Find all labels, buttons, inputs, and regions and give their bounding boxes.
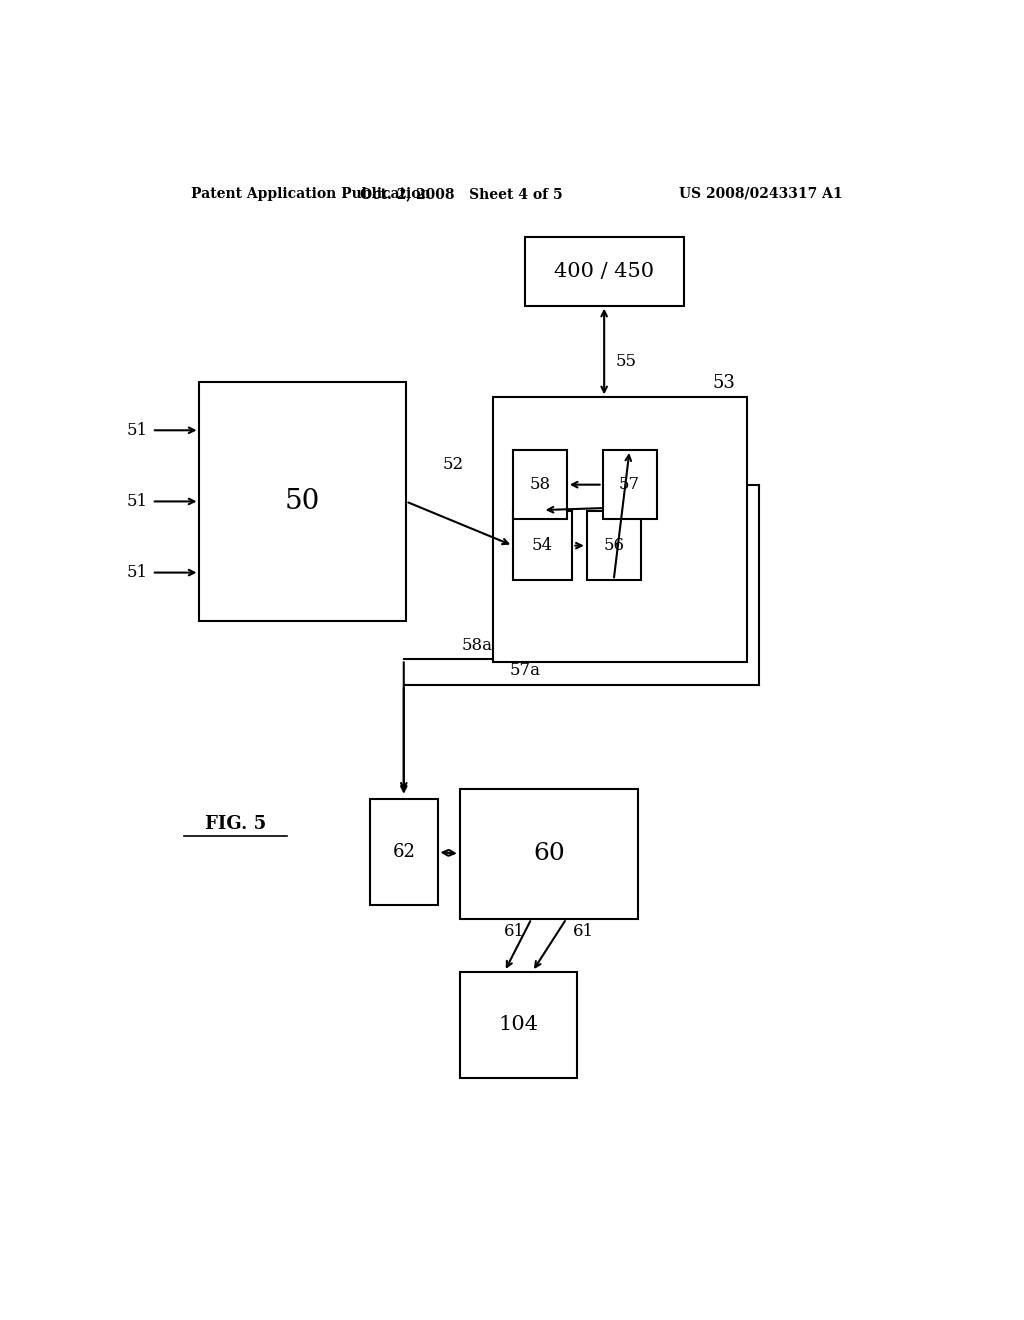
Text: 51: 51 [127, 422, 147, 438]
Text: 51: 51 [127, 564, 147, 581]
Text: US 2008/0243317 A1: US 2008/0243317 A1 [679, 187, 842, 201]
Text: 58: 58 [529, 477, 551, 494]
Text: 62: 62 [392, 843, 415, 861]
Text: 52: 52 [442, 457, 464, 474]
FancyBboxPatch shape [494, 397, 748, 661]
Text: 58a: 58a [462, 638, 493, 655]
FancyBboxPatch shape [513, 450, 567, 519]
Text: 53: 53 [713, 374, 735, 392]
FancyBboxPatch shape [460, 972, 578, 1078]
FancyBboxPatch shape [587, 511, 641, 581]
Text: 61: 61 [504, 923, 525, 940]
FancyBboxPatch shape [370, 799, 437, 906]
FancyBboxPatch shape [513, 511, 572, 581]
Text: Oct. 2, 2008   Sheet 4 of 5: Oct. 2, 2008 Sheet 4 of 5 [360, 187, 562, 201]
Text: 104: 104 [499, 1015, 539, 1035]
Text: 60: 60 [534, 842, 565, 865]
Text: 56: 56 [603, 537, 625, 554]
FancyBboxPatch shape [524, 236, 684, 306]
FancyBboxPatch shape [602, 450, 656, 519]
Text: 55: 55 [616, 354, 637, 370]
Text: FIG. 5: FIG. 5 [205, 816, 266, 833]
Text: 50: 50 [285, 488, 321, 515]
Text: Patent Application Publication: Patent Application Publication [191, 187, 431, 201]
Text: 61: 61 [572, 923, 594, 940]
Text: 57: 57 [618, 477, 640, 494]
FancyBboxPatch shape [200, 381, 406, 620]
Text: 57a: 57a [509, 661, 541, 678]
FancyBboxPatch shape [460, 788, 638, 919]
Text: 54: 54 [532, 537, 553, 554]
Text: 51: 51 [127, 492, 147, 510]
Text: 400 / 450: 400 / 450 [554, 261, 654, 281]
